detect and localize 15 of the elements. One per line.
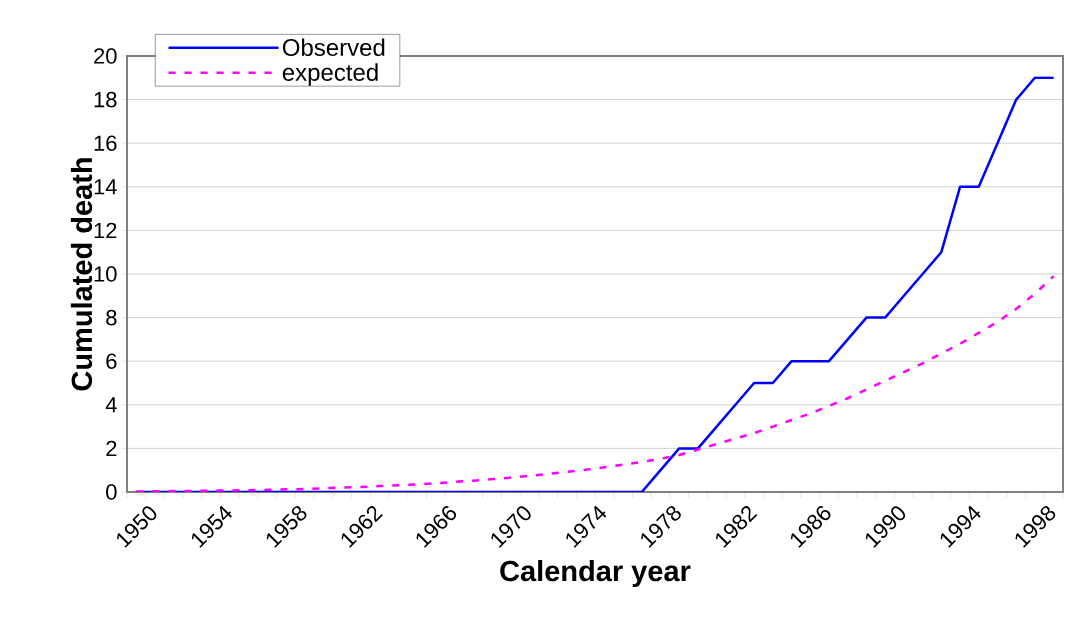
y-axis-title: Cumulated death xyxy=(70,158,93,391)
y-tick-label: 20 xyxy=(94,48,117,64)
y-tick-label: 14 xyxy=(94,179,117,195)
legend-label: Observed xyxy=(282,38,385,57)
x-axis-title: Calendar year xyxy=(500,560,691,588)
y-tick-label: 18 xyxy=(94,91,117,108)
y-tick-label: 16 xyxy=(94,135,117,151)
y-tick-label: 2 xyxy=(106,440,117,457)
legend-label: expected xyxy=(282,63,378,86)
y-tick-label: 4 xyxy=(105,397,117,413)
y-tick-label: 10 xyxy=(94,266,117,282)
y-tick-label: 6 xyxy=(106,353,117,369)
y-tick-label: 12 xyxy=(94,222,117,239)
y-tick-label: 0 xyxy=(106,484,117,500)
y-tick-label: 8 xyxy=(106,309,117,326)
